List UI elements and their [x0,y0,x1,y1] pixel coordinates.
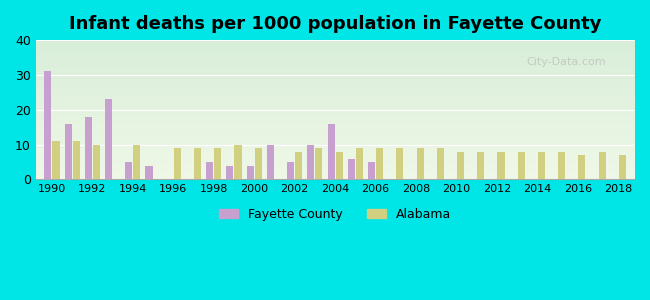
Bar [214,148,222,179]
Bar [517,152,525,179]
Bar [619,155,626,179]
Bar [255,148,262,179]
Bar [246,166,254,179]
Bar [376,148,383,179]
Text: City-Data.com: City-Data.com [526,57,606,67]
Legend: Fayette County, Alabama: Fayette County, Alabama [214,203,456,226]
Title: Infant deaths per 1000 population in Fayette County: Infant deaths per 1000 population in Fay… [69,15,601,33]
Bar [133,145,140,179]
Bar [328,124,335,179]
Bar [105,99,112,179]
Bar [335,152,343,179]
Bar [194,148,201,179]
Bar [146,166,153,179]
Bar [497,152,504,179]
Bar [174,148,181,179]
Bar [73,141,80,179]
Bar [558,152,566,179]
Bar [93,145,100,179]
Bar [599,152,606,179]
Bar [457,152,464,179]
Bar [267,145,274,179]
Bar [53,141,60,179]
Bar [578,155,586,179]
Bar [477,152,484,179]
Bar [44,71,51,179]
Bar [396,148,404,179]
Bar [226,166,233,179]
Bar [368,162,375,179]
Bar [64,124,72,179]
Bar [348,159,355,179]
Bar [125,162,133,179]
Bar [84,117,92,179]
Bar [538,152,545,179]
Bar [295,152,302,179]
Bar [206,162,213,179]
Bar [315,148,322,179]
Bar [287,162,294,179]
Bar [417,148,424,179]
Bar [307,145,315,179]
Bar [437,148,444,179]
Bar [356,148,363,179]
Bar [235,145,242,179]
